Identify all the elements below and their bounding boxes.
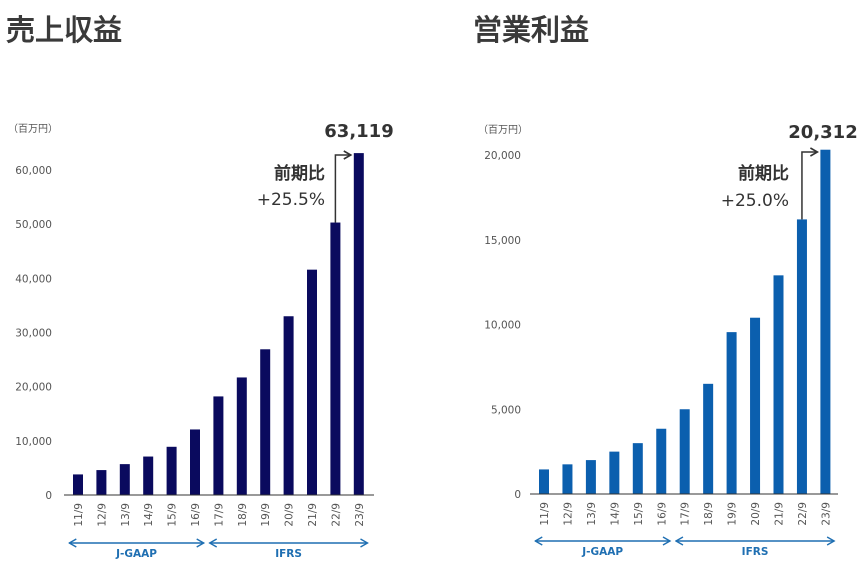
operating-profit-unit-label: （百万円） [478, 124, 528, 136]
revenue-x-tick-label: 15/9 [167, 503, 179, 527]
revenue-y-tick-label: 0 [45, 490, 52, 502]
revenue-bar-21-9 [307, 269, 317, 495]
operating-profit-bar-15-9 [632, 443, 643, 494]
revenue-bar-16-9 [190, 429, 200, 495]
operating-profit-bar-21-9 [773, 275, 784, 494]
operating-profit-callout-arrow [801, 147, 820, 220]
revenue-x-tick-label: 11/9 [73, 503, 85, 527]
revenue-x-tick-label: 20/9 [284, 503, 296, 527]
revenue-segment-jgaap-label: J-GAAP [115, 548, 157, 560]
operating-profit-x-tick-label: 23/9 [820, 502, 832, 526]
operating-profit-bar-16-9 [656, 428, 667, 494]
operating-profit-x-tick-label: 16/9 [656, 502, 668, 526]
operating-profit-x-tick-label: 18/9 [703, 502, 715, 526]
operating-profit-bar-18-9 [703, 383, 714, 494]
operating-profit-callout-label: 前期比 [738, 163, 789, 184]
operating-profit-callout-value: 20,312 [788, 122, 857, 143]
revenue-x-tick-label: 18/9 [237, 503, 249, 527]
revenue-y-tick-label: 10,000 [15, 436, 52, 448]
revenue-y-tick-label: 20,000 [15, 382, 52, 394]
operating-profit-bar-22-9 [796, 219, 807, 494]
revenue-bars [73, 153, 364, 496]
operating-profit-x-tick-label: 14/9 [609, 502, 621, 526]
operating-profit-segment-ifrs-label: IFRS [742, 546, 769, 558]
revenue-callout-arrow [334, 150, 353, 223]
operating-profit-y-axis: 0 5,000 10,000 15,000 20,000 [484, 150, 521, 501]
operating-profit-x-tick-label: 22/9 [797, 502, 809, 526]
operating-profit-x-tick-label: 15/9 [633, 502, 645, 526]
revenue-unit-label: （百万円） [8, 123, 58, 135]
operating-profit-y-tick-label: 10,000 [484, 320, 521, 332]
revenue-callout: 63,119 前期比 +25.5% [257, 121, 394, 223]
revenue-bar-19-9 [260, 349, 271, 495]
revenue-x-tick-label: 19/9 [260, 503, 272, 527]
operating-profit-x-tick-label: 13/9 [586, 502, 598, 526]
revenue-bar-17-9 [213, 396, 224, 495]
operating-profit-callout: 20,312 前期比 +25.0% [721, 122, 858, 220]
revenue-x-tick-label: 13/9 [120, 503, 132, 527]
revenue-bar-14-9 [143, 456, 154, 495]
operating-profit-x-tick-label: 11/9 [539, 502, 551, 526]
revenue-x-tick-label: 16/9 [190, 503, 202, 527]
revenue-bar-23-9 [353, 153, 364, 496]
revenue-x-axis: 11/9 12/9 13/9 14/9 15/9 16/9 17/9 18/9 19/9 20/9… [73, 503, 366, 527]
revenue-x-tick-label: 21/9 [307, 503, 319, 527]
revenue-x-tick-label: 22/9 [330, 503, 342, 527]
operating-profit-callout-change: +25.0% [721, 191, 789, 211]
revenue-callout-change: +25.5% [257, 190, 325, 210]
operating-profit-bar-20-9 [750, 317, 761, 494]
operating-profit-x-tick-label: 17/9 [680, 502, 692, 526]
revenue-title: 売上収益 [6, 13, 122, 47]
revenue-y-tick-label: 30,000 [15, 328, 52, 340]
operating-profit-segment-jgaap-label: J-GAAP [581, 546, 623, 558]
operating-profit-bar-23-9 [820, 149, 831, 494]
operating-profit-bar-13-9 [585, 460, 596, 494]
operating-profit-y-tick-label: 15,000 [484, 235, 521, 247]
operating-profit-accounting-segments: J-GAAP IFRS [535, 541, 834, 558]
revenue-y-tick-label: 60,000 [15, 165, 52, 177]
operating-profit-bar-12-9 [562, 464, 573, 494]
revenue-segment-ifrs-label: IFRS [275, 548, 302, 560]
operating-profit-bars [539, 149, 831, 494]
revenue-x-tick-label: 14/9 [143, 503, 155, 527]
revenue-chart: 売上収益 （百万円） 0 10,000 20,000 30,000 40,000 50,0… [6, 13, 394, 560]
revenue-callout-label: 前期比 [274, 163, 325, 184]
revenue-y-tick-label: 40,000 [15, 273, 52, 285]
revenue-bar-18-9 [236, 377, 247, 495]
operating-profit-y-tick-label: 5,000 [491, 404, 521, 416]
operating-profit-x-axis: 11/9 12/9 13/9 14/9 15/9 16/9 17/9 18/9 19/9 20/9… [539, 502, 832, 526]
revenue-callout-value: 63,119 [324, 121, 393, 142]
revenue-bar-20-9 [283, 316, 294, 495]
operating-profit-x-tick-label: 20/9 [750, 502, 762, 526]
operating-profit-title: 営業利益 [473, 13, 589, 47]
revenue-x-tick-label: 12/9 [96, 503, 108, 527]
operating-profit-x-tick-label: 12/9 [562, 502, 574, 526]
revenue-bar-12-9 [96, 470, 107, 495]
operating-profit-bar-19-9 [726, 332, 737, 494]
operating-profit-x-tick-label: 19/9 [727, 502, 739, 526]
operating-profit-y-tick-label: 0 [514, 489, 521, 501]
revenue-bar-13-9 [119, 464, 130, 495]
operating-profit-bar-14-9 [609, 451, 620, 494]
operating-profit-y-tick-label: 20,000 [484, 150, 521, 162]
revenue-bar-22-9 [330, 222, 341, 495]
revenue-x-tick-label: 17/9 [213, 503, 225, 527]
revenue-bar-11-9 [73, 474, 83, 495]
revenue-x-tick-label: 23/9 [354, 503, 366, 527]
revenue-y-axis: 0 10,000 20,000 30,000 40,000 50,000 60,000 [15, 165, 52, 502]
operating-profit-chart: 営業利益 （百万円） 0 5,000 10,000 15,000 20,000 11/9… [473, 13, 858, 558]
operating-profit-bar-11-9 [539, 469, 549, 494]
revenue-y-tick-label: 50,000 [15, 219, 52, 231]
operating-profit-bar-17-9 [679, 409, 690, 494]
revenue-bar-15-9 [166, 446, 177, 495]
revenue-accounting-segments: J-GAAP IFRS [69, 543, 367, 560]
operating-profit-x-tick-label: 21/9 [774, 502, 786, 526]
